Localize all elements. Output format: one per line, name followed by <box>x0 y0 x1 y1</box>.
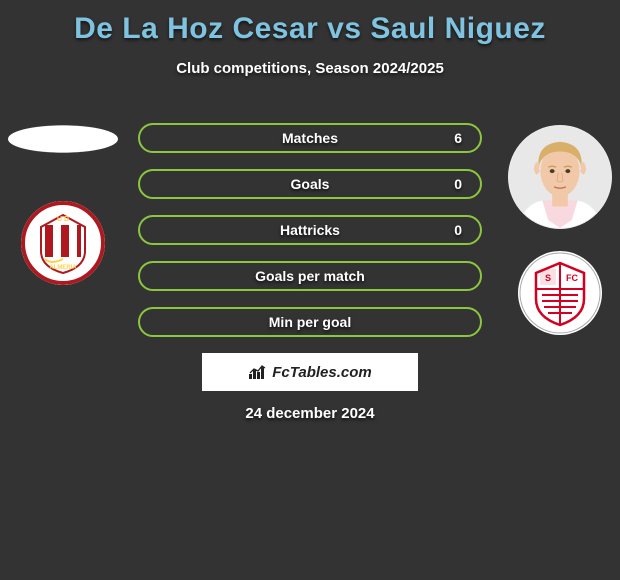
almeria-crest-icon: U D ALMERIA <box>21 201 105 285</box>
stat-row: Matches 6 <box>138 123 482 153</box>
stat-row: Goals 0 <box>138 169 482 199</box>
stat-label: Goals per match <box>140 263 480 289</box>
stat-row: Goals per match <box>138 261 482 291</box>
stat-label: Matches <box>140 125 480 151</box>
player-left-avatar-placeholder <box>8 125 118 153</box>
sevilla-crest-icon: S FC <box>518 251 602 335</box>
stat-value-right: 0 <box>454 171 462 197</box>
stat-label: Hattricks <box>140 217 480 243</box>
brand-box[interactable]: FcTables.com <box>202 353 418 391</box>
brand-text: FcTables.com <box>272 364 371 381</box>
svg-text:S: S <box>545 273 551 283</box>
club-right-badge: S FC <box>518 251 602 335</box>
svg-text:U D: U D <box>57 216 69 223</box>
stat-value-right: 6 <box>454 125 462 151</box>
player-right-face-icon <box>509 126 611 228</box>
svg-text:ALMERIA: ALMERIA <box>49 265 77 271</box>
player-left-column: U D ALMERIA <box>8 125 118 285</box>
bar-chart-icon <box>248 364 268 380</box>
player-right-avatar <box>508 125 612 229</box>
page-title: De La Hoz Cesar vs Saul Niguez <box>0 0 620 46</box>
stat-label: Min per goal <box>140 309 480 335</box>
stat-row: Hattricks 0 <box>138 215 482 245</box>
stat-value-right: 0 <box>454 217 462 243</box>
page-subtitle: Club competitions, Season 2024/2025 <box>0 60 620 77</box>
svg-text:FC: FC <box>566 273 578 283</box>
stats-panel: Matches 6 Goals 0 Hattricks 0 Goals per … <box>138 123 482 422</box>
stat-row: Min per goal <box>138 307 482 337</box>
date-label: 24 december 2024 <box>138 405 482 422</box>
club-left-badge: U D ALMERIA <box>21 201 105 285</box>
stat-label: Goals <box>140 171 480 197</box>
player-right-column: S FC <box>508 125 612 335</box>
